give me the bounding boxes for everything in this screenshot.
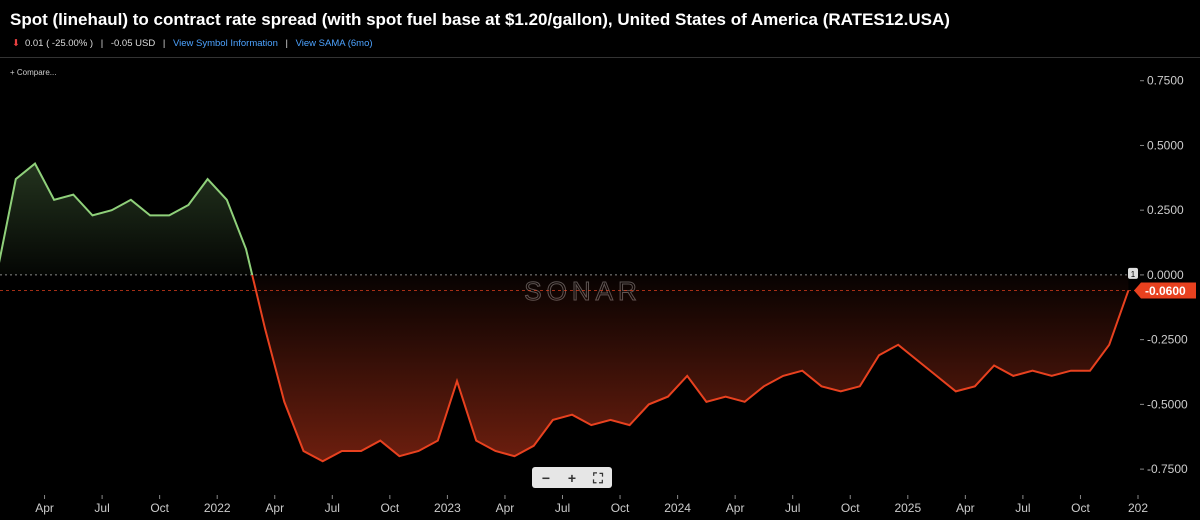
- x-tick-label: Apr: [265, 501, 284, 515]
- x-tick-label: Jul: [785, 501, 800, 515]
- y-tick-label: 0.2500: [1147, 203, 1184, 217]
- x-tick-label: 202: [1128, 501, 1148, 515]
- down-arrow: ⬇: [12, 38, 20, 49]
- y-tick-label: 0.0000: [1147, 268, 1184, 282]
- annotation: 1: [1131, 270, 1136, 279]
- control-button[interactable]: +: [568, 470, 576, 486]
- x-tick-label: Apr: [496, 501, 515, 515]
- x-tick-label: Jul: [325, 501, 340, 515]
- y-tick-label: -0.7500: [1147, 462, 1188, 476]
- last-value-label: -0.0600: [1145, 284, 1186, 298]
- x-tick-label: 2023: [434, 501, 461, 515]
- x-tick-label: Apr: [956, 501, 975, 515]
- change: 0.01 ( -25.00% ): [24, 38, 94, 49]
- x-tick-label: Oct: [1071, 501, 1090, 515]
- x-tick-label: Jul: [94, 501, 109, 515]
- line: [0, 162, 1130, 463]
- y-tick-label: -0.2500: [1147, 333, 1188, 347]
- x-tick-label: Oct: [381, 501, 400, 515]
- annotation-box: [1128, 267, 1138, 279]
- price: -0.05 USD: [110, 38, 156, 49]
- x-tick-label: Jul: [1015, 501, 1030, 515]
- area: [0, 163, 1129, 462]
- sub-header: ⬇ 0.01 ( -25.00% ) | -0.05 USD | View Sym…: [12, 38, 378, 49]
- compare-button[interactable]: + Compare...: [10, 68, 56, 77]
- controls-bg: [532, 467, 612, 488]
- x-tick-label: Oct: [611, 501, 630, 515]
- x-tick-label: Apr: [35, 501, 54, 515]
- header: Spot (linehaul) to contract rate spread …: [0, 0, 1200, 58]
- y-tick-label: 0.5000: [1147, 138, 1184, 152]
- x-tick-label: Jul: [555, 501, 570, 515]
- sama-link[interactable]: View SAMA (6mo): [295, 38, 373, 49]
- x-tick-label: Oct: [841, 501, 860, 515]
- last-value-tag: [1134, 282, 1196, 299]
- y-tick-label: -0.5000: [1147, 397, 1188, 411]
- x-tick-label: Apr: [726, 501, 745, 515]
- sep: |: [162, 38, 166, 49]
- sep: |: [285, 38, 288, 49]
- x-tick-label: 2024: [664, 501, 691, 515]
- control-button[interactable]: −: [542, 470, 550, 486]
- x-tick-label: 2025: [894, 501, 921, 515]
- x-tick-label: Oct: [150, 501, 169, 515]
- symbol-link[interactable]: View Symbol Information: [172, 38, 278, 49]
- y-tick-label: 0.7500: [1147, 74, 1184, 88]
- sep: |: [100, 38, 104, 49]
- control-button[interactable]: ⛶: [592, 470, 603, 486]
- title: Spot (linehaul) to contract rate spread …: [10, 10, 950, 29]
- x-tick-label: 2022: [204, 501, 231, 515]
